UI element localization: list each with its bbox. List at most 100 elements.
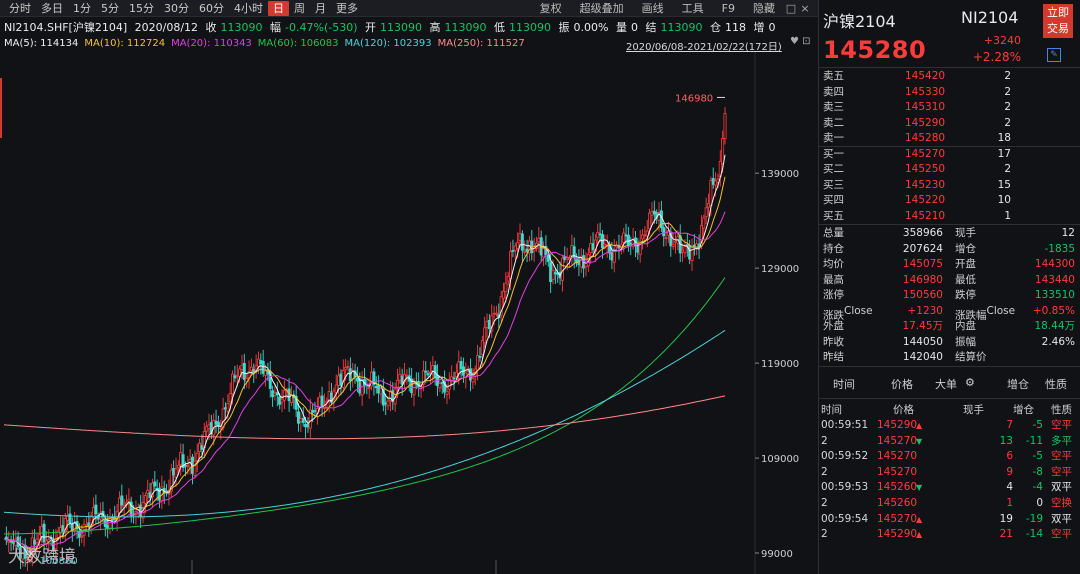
low-value: 113090 (509, 21, 551, 34)
candle-body (348, 368, 352, 382)
contract-name: 沪镍2104 (823, 12, 896, 31)
tick-time: 00:59:51 (821, 419, 869, 432)
candle-body (612, 248, 616, 263)
ma250-line (3, 395, 726, 440)
stat-label-text: 结算价 (955, 351, 987, 363)
candle-body (169, 469, 173, 492)
close-icon[interactable]: × (800, 1, 810, 15)
candle-body (221, 408, 225, 428)
candle-body (35, 538, 39, 543)
candle-body (223, 407, 227, 410)
candle-body (386, 400, 390, 407)
stat-value: 17.45万 (902, 320, 943, 332)
open-label: 开 (365, 21, 376, 34)
stat-label: 总量 (823, 226, 844, 242)
maximize-icon[interactable]: □ (785, 1, 797, 15)
date-range-link[interactable]: 2020/06/08-2021/02/22(172日) (626, 42, 782, 53)
candle-body (282, 390, 286, 401)
stat-label-text: 涨跌 (823, 309, 844, 321)
edit-icon[interactable]: ✎ (1047, 48, 1061, 62)
candle-body (200, 445, 204, 450)
period-tab[interactable]: 更多 (336, 1, 358, 15)
period-tab[interactable]: 1分 (73, 1, 91, 15)
order-book-row: 卖一 145280 18 (819, 131, 1080, 147)
tick-tab[interactable]: 性质 (1045, 377, 1067, 391)
candle-body (181, 454, 185, 468)
candle-body (287, 388, 291, 402)
ma-legend-item: MA(120): 102393 (344, 38, 432, 49)
candle-body (485, 321, 489, 328)
stat-label-text: 涨跌幅 (955, 309, 987, 321)
order-book-row: 买四 145220 10 (819, 193, 1080, 209)
stat-row: 最高 146980 最低 143440 (819, 273, 1080, 289)
vol-label: 量 (615, 21, 627, 34)
candle-body (650, 211, 654, 216)
stat-value: 133510 (1034, 289, 1075, 301)
candle-body (266, 370, 270, 375)
stat-label: 均价 (823, 257, 844, 273)
period-tab[interactable]: 4小时 (234, 1, 263, 15)
period-tab[interactable]: 分时 (9, 1, 31, 15)
period-tab[interactable]: 30分 (164, 1, 189, 15)
candle-body (638, 240, 642, 255)
trade-now-button[interactable]: 立即 交易 (1043, 4, 1073, 38)
tick-tab[interactable]: 价格 (891, 377, 913, 391)
stat-label-text: 昨收 (823, 335, 844, 348)
candle-body (480, 340, 484, 355)
candle-body (509, 250, 513, 280)
order-level-label: 卖二 (823, 116, 844, 129)
period-tab[interactable]: 周 (294, 1, 305, 15)
stat-value: 142040 (902, 351, 943, 363)
stat-value: 2.46% (1041, 335, 1075, 348)
tick-tab[interactable]: 时间 (833, 377, 855, 391)
candle-body (37, 534, 41, 540)
candle-body (511, 249, 515, 252)
period-tab[interactable]: 5分 (101, 1, 119, 15)
candle-body (478, 356, 482, 358)
tick-time: 2 (821, 434, 828, 447)
period-tab[interactable]: 多日 (41, 1, 63, 15)
period-tab[interactable]: 日 (268, 0, 289, 16)
tick-tab[interactable]: 大单 (935, 377, 957, 391)
candle-body (273, 392, 277, 396)
stat-label-text: 振幅 (955, 335, 976, 348)
high-label: 高 (429, 21, 441, 34)
candle-body (304, 423, 308, 428)
range-icons[interactable]: ♥ ⊡ (790, 36, 811, 47)
candle-body (447, 379, 451, 390)
stat-value: 144050 (902, 335, 943, 348)
candle-body (301, 418, 305, 423)
tick-tab[interactable]: 增仓 (1007, 377, 1029, 391)
stat-label: 最低 (955, 273, 976, 289)
ma-legend-item: MA(20): 110343 (171, 38, 252, 49)
tool-button[interactable]: F9 (721, 1, 735, 15)
stat-label-text: 最低 (955, 273, 976, 286)
settle-value: 113090 (660, 21, 703, 34)
candle-body (56, 530, 60, 538)
period-tab[interactable]: 15分 (129, 1, 154, 15)
tool-button[interactable]: 复权 (539, 2, 562, 15)
period-tab[interactable]: 60分 (199, 1, 224, 15)
candle-body (641, 234, 645, 240)
settings-icon[interactable]: ⚙ (965, 375, 975, 389)
tool-button[interactable]: 画线 (641, 2, 664, 15)
tool-button[interactable]: 超级叠加 (579, 2, 624, 15)
tick-column-header: 性质 (1051, 403, 1072, 416)
candle-body (306, 424, 310, 428)
candle-body (553, 272, 557, 275)
tick-time: 2 (821, 465, 828, 478)
candle-body (66, 515, 70, 521)
period-tab[interactable]: 月 (315, 1, 326, 15)
tick-price: 145270 (877, 450, 918, 463)
candle-body (226, 403, 230, 412)
tick-row: 2 145270 ▼ 13 -11 多平 (819, 434, 1080, 450)
candle-body (492, 312, 496, 315)
candlestick-chart[interactable]: 99000 109000 119000 129000 139000 146980 10086… (0, 52, 818, 574)
candle-body (551, 270, 555, 280)
tool-button[interactable]: 工具 (681, 2, 704, 15)
candle-body (546, 255, 550, 262)
tool-button[interactable]: 隐藏 (753, 2, 775, 15)
tick-row: 00:59:51 145290 ▲ 7 -5 空平 (819, 418, 1080, 434)
tick-oi-change: -4 (1032, 481, 1043, 494)
tick-oi-change: -11 (1025, 434, 1043, 447)
